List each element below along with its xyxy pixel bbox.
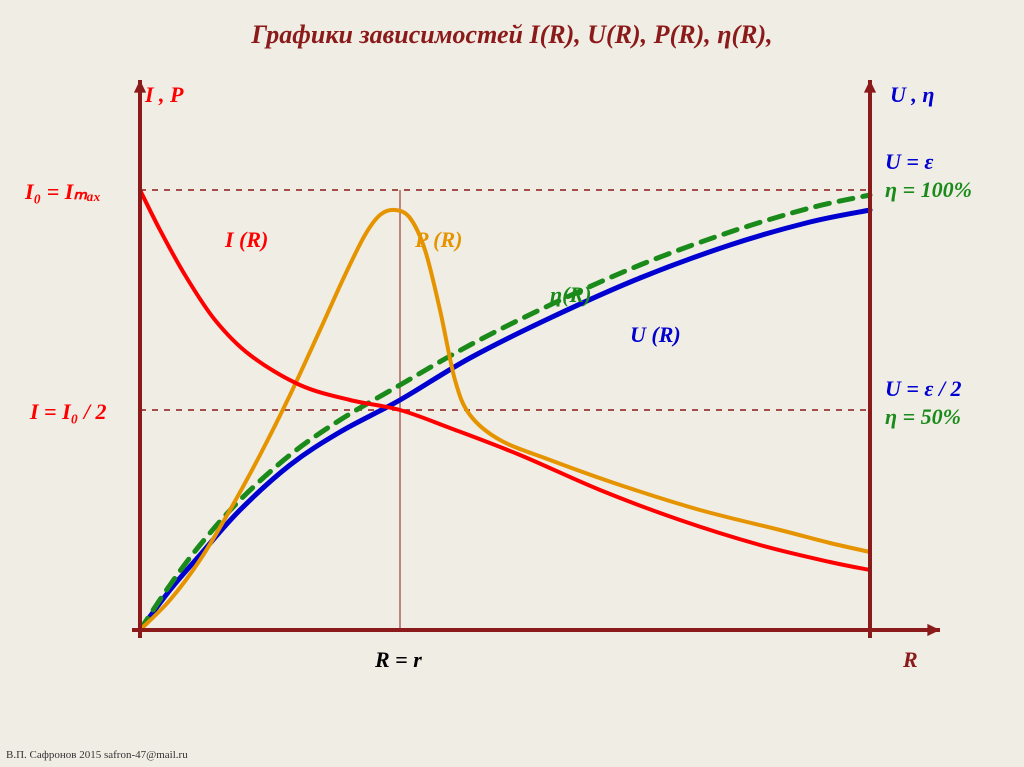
curve-label-p: P (R) bbox=[415, 227, 462, 253]
left-axis-label: I , P bbox=[145, 82, 184, 108]
label-eta-50: η = 50% bbox=[885, 404, 961, 430]
label-i-half: I = I₀ / 2 bbox=[30, 399, 106, 425]
label-u-eps: U = ε bbox=[885, 149, 933, 175]
label-r-eq-r: R = r bbox=[375, 647, 422, 673]
label-u-eps2: U = ε / 2 bbox=[885, 376, 962, 402]
footer-credit: В.П. Сафронов 2015 safron-47@mail.ru bbox=[6, 749, 188, 761]
right-axis-label: U , η bbox=[890, 82, 934, 108]
label-i0-imax: I₀ = Iₘₐₓ bbox=[25, 179, 101, 205]
curve-label-i: I (R) bbox=[225, 227, 268, 253]
curve-label-u: U (R) bbox=[630, 322, 681, 348]
physics-chart bbox=[0, 0, 1024, 767]
curve-label-eta: η(R) bbox=[550, 282, 591, 308]
label-eta-100: η = 100% bbox=[885, 177, 972, 203]
label-r-axis: R bbox=[903, 647, 918, 673]
